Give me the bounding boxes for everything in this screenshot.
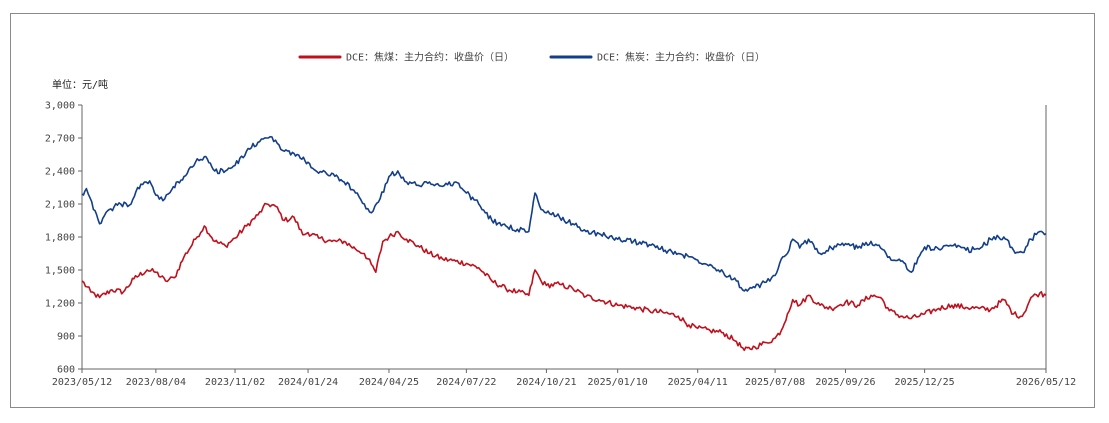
chart-frame (10, 13, 1095, 408)
y-tick-label: 3,000 (45, 101, 75, 112)
x-tick-label: 2024/07/22 (436, 377, 496, 388)
legend-label-1: DCE：焦炭：主力合约：收盘价（日） (597, 51, 765, 64)
series-line-1 (81, 135, 1047, 292)
y-tick-label: 2,400 (45, 167, 75, 178)
x-tick-label: 2024/10/21 (516, 377, 576, 388)
x-tick-label: 2023/05/12 (52, 377, 112, 388)
x-tick-label: 2025/07/08 (745, 377, 805, 388)
y-tick-label: 1,500 (45, 266, 75, 277)
x-tick-label: 2025/09/26 (815, 377, 875, 388)
x-tick-label: 2024/01/24 (278, 377, 338, 388)
x-tick-label: 2025/12/25 (895, 377, 955, 388)
y-tick-label: 1,800 (45, 233, 75, 244)
y-tick-label: 1,200 (45, 299, 75, 310)
y-tick-label: 900 (57, 332, 75, 343)
legend-label-0: DCE：焦煤：主力合约：收盘价（日） (346, 51, 514, 64)
x-tick-label: 2026/05/12 (1016, 377, 1076, 388)
x-tick-label: 2025/01/10 (588, 377, 648, 388)
y-tick-label: 2,100 (45, 200, 75, 211)
series-line-0 (81, 202, 1047, 352)
x-tick-label: 2023/11/02 (205, 377, 265, 388)
y-tick-label: 600 (57, 365, 75, 376)
x-tick-label: 2024/04/25 (359, 377, 419, 388)
x-tick-label: 2025/04/11 (668, 377, 728, 388)
unit-label: 单位：元/吨 (52, 78, 108, 91)
x-tick-label: 2023/08/04 (126, 377, 186, 388)
y-tick-label: 2,700 (45, 134, 75, 145)
